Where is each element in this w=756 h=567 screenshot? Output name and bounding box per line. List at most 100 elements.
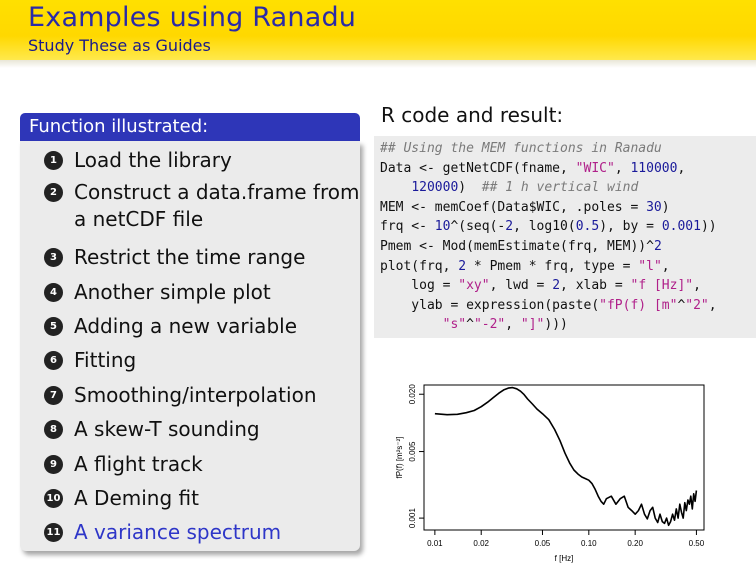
code-line: ## Using the MEM functions in Ranadu [380,141,662,156]
code-token: ^(seq(- [450,219,506,235]
spectrum-series-line [434,386,698,527]
code-token: "f [Hz]" [630,278,694,294]
slide-header [0,0,756,60]
code-token: ^ [466,317,474,333]
code-token [380,180,411,195]
x-tick-label: 0.02 [473,539,489,548]
slide-title: Examples using Ranadu [28,2,357,33]
code-token: , log10( [513,219,576,235]
code-token: frq <- [380,219,435,235]
y-axis-label: fP(f) [m²s⁻²] [395,437,404,479]
code-line: frq <- 10^(seq(-2, log10(0.5), by = 0.00… [380,219,717,234]
code-token: plot(frq, [380,258,459,274]
code-token: 2 [458,258,467,274]
item-label: Construct a data.frame from a netCDF file [74,179,359,233]
code-token: 120000 [411,180,459,196]
item-label-line: A Deming fit [74,486,199,510]
item-label-line: Another simple plot [74,280,271,304]
code-token: Data <- getNetCDF(fname, [380,160,576,176]
item-label: A variance spectrum [74,519,281,546]
code-line: "s"^"-2", "]"))) [380,317,568,332]
code-token [380,317,443,332]
code-token: "l" [638,258,662,274]
item-number-badge: 6 [44,351,63,370]
item-label-line: Fitting [74,348,137,372]
item-number-badge: 9 [44,455,63,474]
code-token: , [677,160,686,176]
item-label-line: Restrict the time range [74,245,306,269]
code-token: 30 [646,199,662,215]
item-number-badge: 4 [44,283,63,302]
item-label-line: Load the library [74,148,232,172]
item-number-badge: 3 [44,248,63,267]
code-token: * Pmem * frq, type = [466,258,639,274]
code-line: Data <- getNetCDF(fname, "WIC", 110000, [380,161,685,176]
code-token: ylab = expression(paste( [380,297,600,313]
code-token: ## Using the MEM functions in Ranadu [380,141,662,156]
code-token: , xlab = [560,278,631,294]
code-token: 10 [434,219,451,235]
code-token: log = [380,278,459,294]
item-number-badge: 10 [44,489,63,508]
item-label: Another simple plot [74,279,271,306]
item-label: Restrict the time range [74,244,305,271]
x-tick-label: 0.05 [535,539,551,548]
code-token: "fP(f) [m" [599,297,678,313]
code-token: "2" [685,297,709,313]
code-line: ylab = expression(paste("fP(f) [m"^"2", [380,297,716,313]
item-number-badge: 8 [44,420,63,439]
item-label: Smoothing/interpolation [74,382,317,409]
item-number-badge: 11 [44,523,63,542]
code-token: 2 [552,278,561,294]
code-token: , [693,278,701,294]
item-label: A skew-T sounding [74,416,260,443]
item-label: Load the library [74,147,232,174]
code-token: ^ [677,297,686,313]
code-token: ) [458,180,482,196]
code-token: 0.001 [661,219,701,235]
code-token: 2 [505,219,514,235]
item-number-badge: 2 [44,183,63,202]
item-number-badge: 1 [44,151,63,170]
block-title: Function illustrated: [20,113,360,141]
code-token: 0.5 [575,219,600,235]
spectrum-plot: 0.01 0.02 0.05 0.10 0.20 0.50 0.001 0.005 0.020 f… [395,384,705,563]
code-line: Pmem <- Mod(memEstimate(frq, MEM))^2 [380,239,662,254]
x-tick-label: 0.01 [427,539,443,548]
item-label: A Deming fit [74,485,199,512]
item-label-line: a netCDF file [74,207,204,231]
item-number-badge: 5 [44,317,63,336]
item-label: Fitting [74,347,136,374]
code-token: "]" [520,317,545,333]
y-tick-label: 0.020 [408,384,417,405]
code-token: "WIC" [575,160,615,176]
code-block: ## Using the MEM functions in Ranadu Data… [374,136,756,338]
code-token: ), by = [599,219,662,235]
code-token: , [614,160,631,176]
code-token: 2 [653,239,662,254]
code-token: , [661,258,670,274]
x-tick-label: 0.10 [581,539,597,548]
slide-subtitle: Study These as Guides [28,36,211,55]
code-token: , [505,317,521,333]
code-token: MEM <- memCoef(Data$WIC, .poles = [380,199,647,215]
header-shadow [0,60,756,68]
item-label-line: A variance spectrum [74,520,282,544]
code-token: , lwd = [489,278,553,294]
item-label-line: A skew-T sounding [74,417,260,441]
plot-frame [423,384,705,531]
item-label-line: Adding a new variable [74,314,297,338]
code-token: ## 1 h vertical wind [481,180,639,196]
x-axis-label: f [Hz] [555,554,574,563]
item-label: Adding a new variable [74,313,297,340]
item-number-badge: 7 [44,386,63,405]
item-label-line: Smoothing/interpolation [74,383,317,407]
item-label: A flight track [74,451,203,478]
code-line: MEM <- memCoef(Data$WIC, .poles = 30) [380,200,670,215]
y-tick-label: 0.005 [408,441,417,462]
item-label-line: Construct a data.frame from [74,180,360,204]
code-token: "-2" [473,317,506,333]
x-tick-label: 0.20 [627,539,643,548]
code-token: )) [700,219,717,235]
code-token: "s" [442,317,467,333]
